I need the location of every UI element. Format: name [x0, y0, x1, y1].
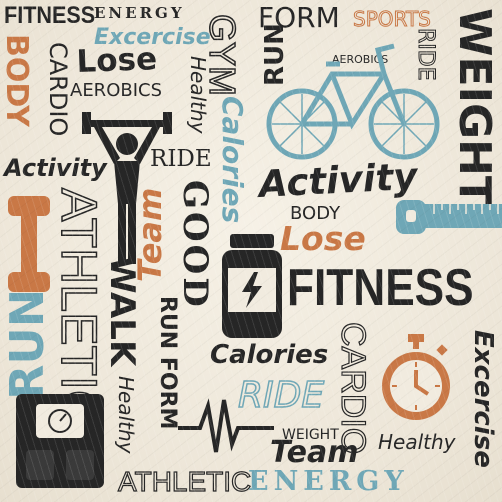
word-excercise-top: Excercise	[94, 25, 211, 50]
supplement-jar-icon	[222, 234, 282, 338]
word-excercise-right-vertical: Excercise	[468, 330, 498, 468]
word-body-left: BODY	[0, 34, 34, 127]
word-energy-top: ENERGY	[94, 4, 185, 22]
word-run-left: RUN	[0, 288, 54, 400]
word-calories-bottom: Calories	[210, 340, 329, 370]
bicycle-icon	[266, 43, 440, 160]
measuring-tape-icon	[396, 200, 502, 234]
word-lose-top: Lose	[75, 41, 158, 80]
word-ride-mid: RIDE	[150, 146, 212, 172]
word-cardio-left: CARDIO	[44, 42, 72, 137]
heartbeat-line-icon	[178, 398, 274, 453]
word-gym-vertical: GYM	[201, 13, 244, 97]
bathroom-scale-icon	[16, 394, 104, 488]
stopwatch-icon	[382, 334, 450, 420]
word-weight-right: WEIGHT	[449, 8, 500, 206]
word-good-vertical: GOOD	[175, 180, 215, 310]
word-healthy-bottom: Healthy	[378, 430, 456, 454]
word-body-right: BODY	[290, 203, 341, 224]
dumbbell-icon	[8, 196, 50, 292]
word-fitness-top: FITNESS	[4, 2, 96, 29]
word-energy-bottom: ENERGY	[248, 466, 409, 497]
word-form-top: FORM	[258, 1, 340, 34]
word-weight-bottom: WEIGHT	[282, 427, 339, 443]
word-healthy-vertical-bottom: Healthy	[114, 376, 138, 454]
word-aerobics-left: AEROBICS	[70, 80, 163, 101]
word-athletic-bottom: ATHLETIC	[117, 466, 252, 497]
word-run-form-vertical: RUN FORM	[155, 296, 180, 430]
word-aerobics-bike: AEROBICS	[332, 53, 389, 66]
word-activity-left: Activity	[4, 154, 107, 182]
word-lose-right: Lose	[280, 219, 366, 258]
word-ride-bottom: RIDE	[237, 375, 325, 416]
word-calories-vertical: Calories	[216, 96, 249, 224]
weightlifter-icon	[82, 112, 172, 264]
word-fitness-big: FITNESS	[287, 259, 474, 317]
word-sports-top: SPORTS	[353, 7, 432, 31]
word-team-bottom: Team	[270, 435, 359, 470]
